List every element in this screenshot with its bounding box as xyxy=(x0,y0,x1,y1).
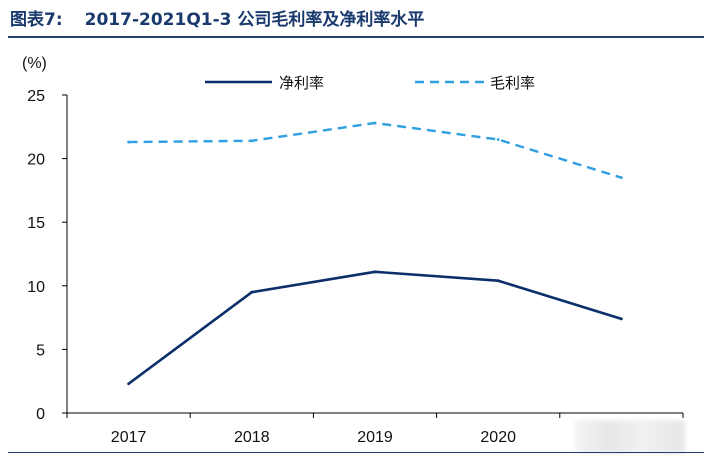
y-tick-label: 5 xyxy=(36,342,45,359)
x-tick-label: 2017 xyxy=(111,429,147,446)
series-layer: 净利率 2017: 2.3 净利率 2018: 9.5 净利率 2019: 11.1… xyxy=(127,121,623,386)
y-tick-label: 0 xyxy=(36,406,45,423)
series-line xyxy=(128,121,622,179)
legend-label: 毛利率 xyxy=(490,74,535,92)
data-point: 毛利率 2017: 21.3 xyxy=(127,140,130,144)
x-tick-label: 2019 xyxy=(357,429,393,446)
data-point: 净利率 2021Q1-3: 7.4 xyxy=(620,317,623,321)
figure-title: 图表7: 2017-2021Q1-3 公司毛利率及净利率水平 xyxy=(10,8,424,32)
y-tick-label: 15 xyxy=(27,215,45,232)
bottom-divider xyxy=(8,452,704,453)
title-divider xyxy=(8,36,704,38)
figure-label: 图表7: xyxy=(10,10,63,30)
series-gross-margin: 毛利率 2017: 21.3 毛利率 2018: 21.4 毛利率 2019: 22… xyxy=(127,121,623,180)
data-point: 毛利率 2019: 22.8 xyxy=(373,121,377,125)
series-net-margin: 净利率 2017: 2.3 净利率 2018: 9.5 净利率 2019: 11.1… xyxy=(127,270,623,386)
y-axis: 0 5 10 15 20 25 xyxy=(27,88,68,423)
data-point: 净利率 2019: 11.1 xyxy=(373,270,377,274)
figure-title-text: 2017-2021Q1-3 公司毛利率及净利率水平 xyxy=(84,10,425,30)
legend: 净利率 毛利率 xyxy=(205,74,535,92)
data-point: 净利率 2020: 10.4 xyxy=(496,279,500,283)
y-axis-label: (%) xyxy=(22,55,47,72)
data-point: 净利率 2018: 9.5 xyxy=(250,290,254,294)
x-tick-label: 2020 xyxy=(480,429,516,446)
y-tick-label: 25 xyxy=(27,88,45,105)
x-tick-label: 2018 xyxy=(234,429,270,446)
watermark-blur xyxy=(575,420,685,454)
data-point: 净利率 2017: 2.3 xyxy=(127,382,130,386)
data-point: 毛利率 2020: 21.5 xyxy=(496,138,500,141)
legend-label: 净利率 xyxy=(279,74,324,92)
y-tick-label: 10 xyxy=(27,279,45,296)
data-point: 毛利率 2021Q1-3: 18.5 xyxy=(620,176,623,180)
x-axis: 2017 2018 2019 2020 xyxy=(66,412,684,446)
y-tick-label: 20 xyxy=(27,152,45,169)
data-point: 毛利率 2018: 21.4 xyxy=(250,139,254,143)
series-line xyxy=(127,270,622,385)
